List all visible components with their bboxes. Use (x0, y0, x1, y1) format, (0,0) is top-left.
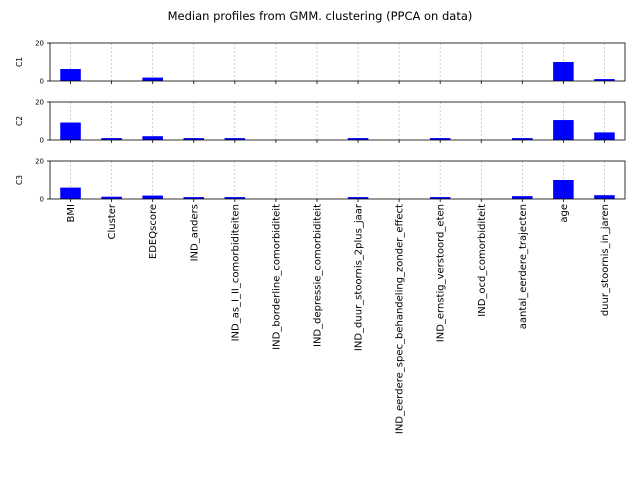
x-tick-label: Cluster (107, 203, 118, 239)
x-tick-label: duur_stoornis_in_jaren (600, 204, 611, 316)
x-tick-label: IND_duur_stoornis_2plus_jaar (354, 203, 365, 351)
x-tick-label: IND_ernstig_verstoord_eten (436, 204, 447, 342)
axes-frame (49, 160, 626, 200)
bar-c1-EDEQscore (142, 77, 163, 81)
bar-c2-aantal_eerdere_trajecten (512, 138, 533, 140)
bar-c2-BMI (60, 122, 81, 140)
bar-c3-age (553, 180, 574, 199)
x-tick-label: IND_as_I_II_comorbiditeiten (230, 204, 241, 341)
bar-c3-IND_as_I_II_comorbiditeiten (224, 197, 246, 199)
chart-title: Median profiles from GMM. clustering (PP… (168, 9, 473, 23)
bar-c3-EDEQscore (142, 195, 163, 199)
y-tick-label: 20 (35, 99, 44, 107)
x-axis-tick-labels: BMI Cluster EDEQscore IND_anders IND_as_I_II… (66, 203, 611, 434)
y-tick-label: 0 (40, 137, 44, 145)
bar-c3-duur_stoornis_in_jaren (594, 195, 615, 199)
bar-c2-IND_anders (183, 138, 205, 140)
bar-c2-duur_stoornis_in_jaren (594, 132, 615, 140)
subplot-panels: 0 20 C1 0 20 C2 0 20 C3 (15, 40, 626, 204)
bar-c1-duur_stoornis_in_jaren (594, 79, 615, 81)
bar-c2-Cluster (101, 138, 122, 140)
bar-c3-aantal_eerdere_trajecten (512, 196, 533, 199)
axes-frame (49, 42, 626, 82)
x-tick-label: age (559, 204, 570, 223)
y-tick-label: 0 (40, 196, 44, 204)
bar-c2-EDEQscore (142, 136, 163, 140)
bar-c3-IND_duur_stoornis_2plus_jaar (347, 197, 369, 199)
bar-c3-Cluster (101, 196, 122, 199)
y-tick-label: 0 (40, 78, 44, 86)
bar-c3-IND_anders (183, 197, 205, 199)
bar-c3-IND_ernstig_verstoord_eten (429, 197, 451, 199)
x-tick-label: BMI (66, 204, 77, 222)
x-tick-label: IND_ocd_comorbiditeit (477, 204, 488, 317)
y-axis-label-c3: C3 (15, 175, 24, 185)
y-tick-label: 20 (35, 158, 44, 166)
y-tick-label: 20 (35, 40, 44, 48)
bar-c2-IND_duur_stoornis_2plus_jaar (347, 138, 369, 140)
subplot-c3: 0 20 C3 (15, 158, 626, 204)
bar-c1-BMI (60, 69, 81, 81)
bar-c2-age (553, 120, 574, 140)
bar-c2-IND_ernstig_verstoord_eten (429, 138, 451, 140)
subplot-c2: 0 20 C2 (15, 99, 626, 145)
y-axis-label-c1: C1 (15, 57, 24, 67)
axes-frame (49, 101, 626, 141)
bar-c1-age (553, 62, 574, 81)
x-tick-label: EDEQscore (148, 204, 159, 259)
x-tick-label: IND_borderline_comorbiditeit (271, 204, 282, 350)
bar-c2-IND_as_I_II_comorbiditeiten (224, 138, 246, 140)
subplot-c1: 0 20 C1 (15, 40, 626, 86)
x-tick-label: IND_depressie_comorbiditeit (312, 204, 323, 347)
x-tick-label: IND_anders (189, 204, 200, 261)
x-tick-label: aantal_eerdere_trajecten (518, 204, 529, 329)
x-tick-label: IND_eerdere_spec_behandeling_zonder_effe… (395, 204, 406, 434)
bar-c3-BMI (60, 187, 81, 199)
y-axis-label-c2: C2 (15, 116, 24, 126)
